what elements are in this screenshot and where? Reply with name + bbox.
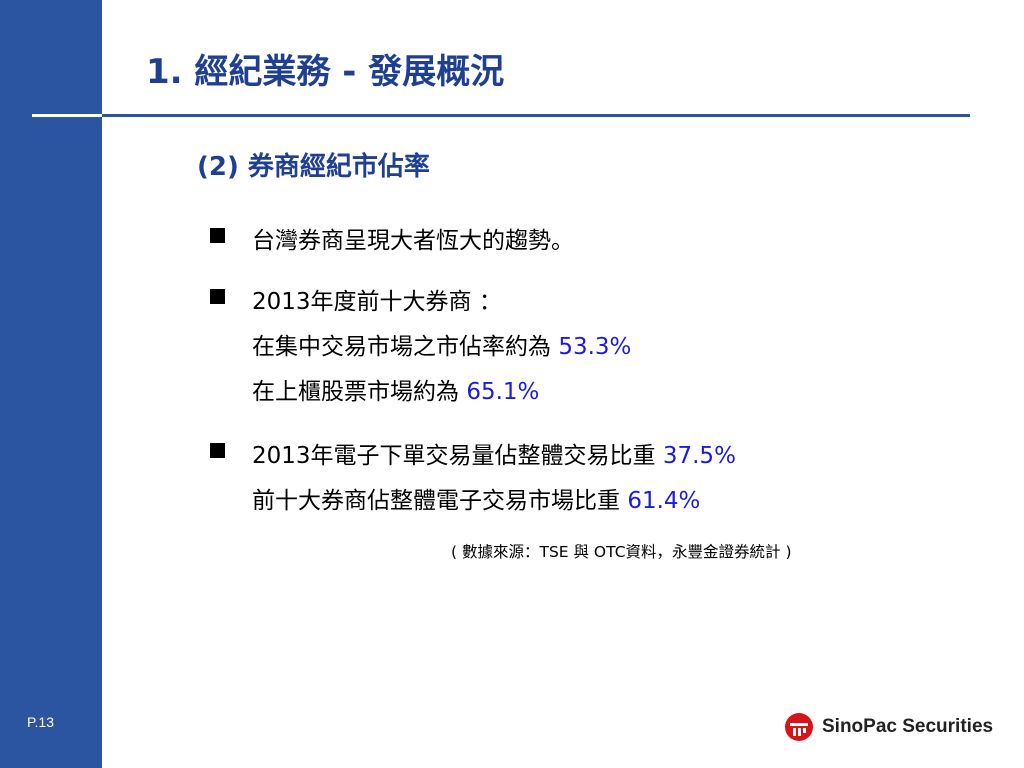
title-divider-left <box>32 114 102 117</box>
slide-title: 1. 經紀業務 - 發展概況 <box>146 52 505 92</box>
title-divider <box>102 114 970 117</box>
logo-text: SinoPac Securities <box>822 716 994 737</box>
sidebar-band: P.13 <box>0 0 102 768</box>
bullet-line: 前十大券商佔整體電子交易市場比重 61.4% <box>252 479 736 524</box>
bullet-line: 在上櫃股票市場約為 65.1% <box>252 370 631 415</box>
bullet-text: 2013年度前十大券商 ： <box>252 289 502 315</box>
bullet-line: 在集中交易市場之市佔率約為 53.3% <box>252 325 631 370</box>
highlight-value: 65.1% <box>466 379 540 405</box>
page-number: P.13 <box>27 714 54 730</box>
bullet-text: 台灣券商呈現大者恆大的趨勢。 <box>252 228 574 254</box>
bullet-text: 在上櫃股票市場約為 <box>252 379 467 405</box>
bullet-square-icon <box>210 289 225 304</box>
bullet-line: 2013年電子下單交易量佔整體交易比重 37.5% <box>252 434 736 479</box>
bullet-text: 2013年電子下單交易量佔整體交易比重 <box>252 443 663 469</box>
bullet-line: 2013年度前十大券商 ： <box>252 280 631 325</box>
bullet-line: 台灣券商呈現大者恆大的趨勢。 <box>252 219 574 264</box>
highlight-value: 61.4% <box>627 488 701 514</box>
section-subtitle: (2) 券商經紀市佔率 <box>197 152 430 182</box>
company-logo: SinoPac Securities <box>784 712 993 742</box>
bullet-square-icon <box>210 443 225 458</box>
highlight-value: 53.3% <box>558 334 632 360</box>
sinopac-logo-icon <box>785 713 813 741</box>
source-note: ( 數據來源：TSE 與 OTC資料，永豐金證券統計 ) <box>451 543 792 561</box>
bullet-text: 在集中交易市場之市佔率約為 <box>252 334 559 360</box>
highlight-value: 37.5% <box>662 443 736 469</box>
bullet-text: 前十大券商佔整體電子交易市場比重 <box>252 488 628 514</box>
bullet-square-icon <box>210 228 225 243</box>
